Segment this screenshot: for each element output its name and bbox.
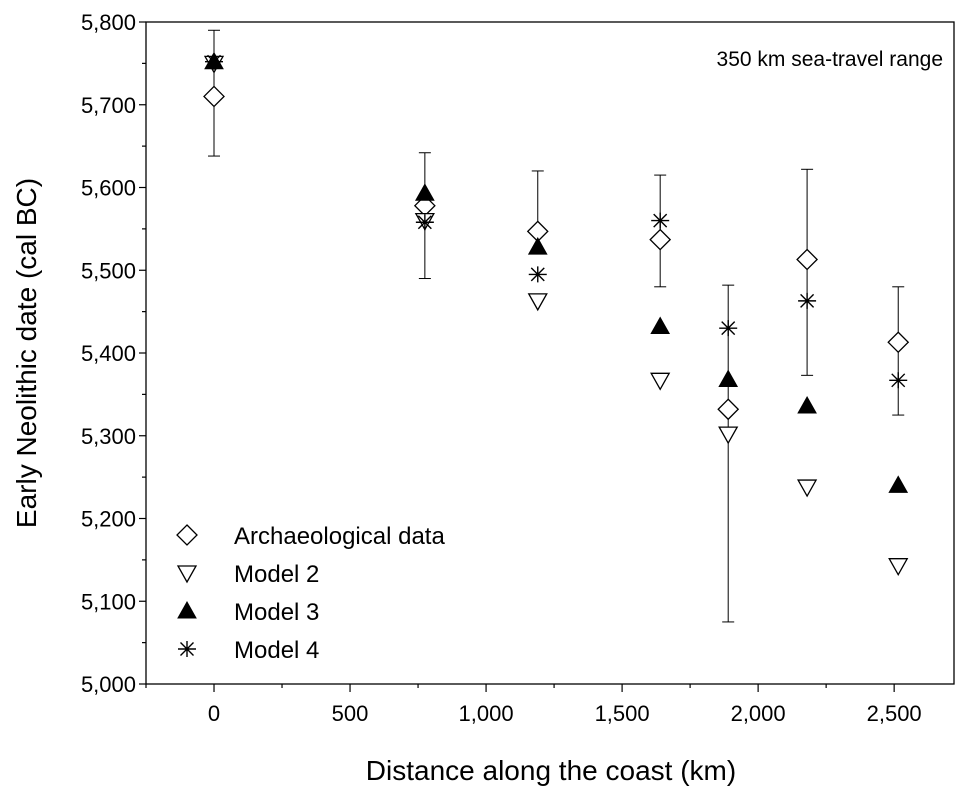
legend-marker-2 (176, 565, 198, 584)
point-model-4 (798, 292, 817, 309)
x-tick-label: 1,000 (459, 701, 514, 726)
y-tick-label: 5,000 (81, 672, 136, 697)
y-tick-label: 5,700 (81, 93, 136, 118)
ticks: 5,000 5,100 5,200 5,300 5,400 5,500 5,600 5,700… (81, 10, 922, 726)
y-tick-label: 5,800 (81, 10, 136, 35)
point-model-3 (527, 237, 548, 255)
point-archaeological-data (796, 248, 819, 271)
point-model-2 (888, 558, 909, 576)
point-model-2 (796, 479, 818, 498)
point-model-3 (888, 475, 909, 493)
point-model-2 (650, 372, 671, 391)
point-model-2 (718, 426, 739, 445)
legend-marker-3 (177, 600, 197, 619)
data-points (203, 51, 910, 576)
point-model-4 (651, 212, 670, 229)
point-archaeological-data (887, 331, 910, 354)
y-tick-label: 5,600 (81, 176, 136, 201)
point-model-4 (528, 266, 547, 283)
point-archaeological-data (649, 228, 672, 251)
point-model-4 (415, 214, 434, 231)
x-axis-title: Distance along the coast (km) (366, 755, 736, 786)
x-tick-label: 2,000 (731, 701, 786, 726)
legend: Archaeological data Model 2 Model 3 Model 4 (176, 523, 445, 664)
point-archaeological-data (717, 398, 740, 421)
point-archaeological-data (203, 85, 225, 108)
point-model-4 (889, 372, 908, 389)
point-model-3 (650, 316, 671, 335)
point-model-3 (797, 395, 817, 414)
y-tick-label: 5,100 (81, 589, 136, 614)
x-tick-label: 2,500 (867, 701, 922, 726)
legend-label-1: Archaeological data (234, 523, 445, 550)
x-tick-label: 0 (208, 701, 220, 726)
y-tick-label: 5,400 (81, 341, 136, 366)
point-model-3 (718, 369, 739, 387)
point-model-4 (719, 320, 738, 337)
x-tick-label: 1,500 (595, 701, 650, 726)
y-axis-title: Early Neolithic date (cal BC) (11, 178, 42, 528)
legend-marker-1 (176, 524, 198, 546)
legend-label-4: Model 4 (234, 637, 319, 664)
legend-label-3: Model 3 (234, 599, 319, 626)
y-tick-label: 5,500 (81, 258, 136, 283)
legend-marker-4 (178, 641, 196, 657)
annotation-text: 350 km sea-travel range (717, 48, 943, 71)
point-model-2 (527, 293, 548, 312)
legend-label-2: Model 2 (234, 561, 319, 588)
y-tick-label: 5,200 (81, 507, 136, 532)
y-tick-label: 5,300 (81, 424, 136, 449)
point-model-4 (205, 53, 224, 70)
point-model-3 (415, 183, 435, 201)
x-tick-label: 500 (332, 701, 369, 726)
